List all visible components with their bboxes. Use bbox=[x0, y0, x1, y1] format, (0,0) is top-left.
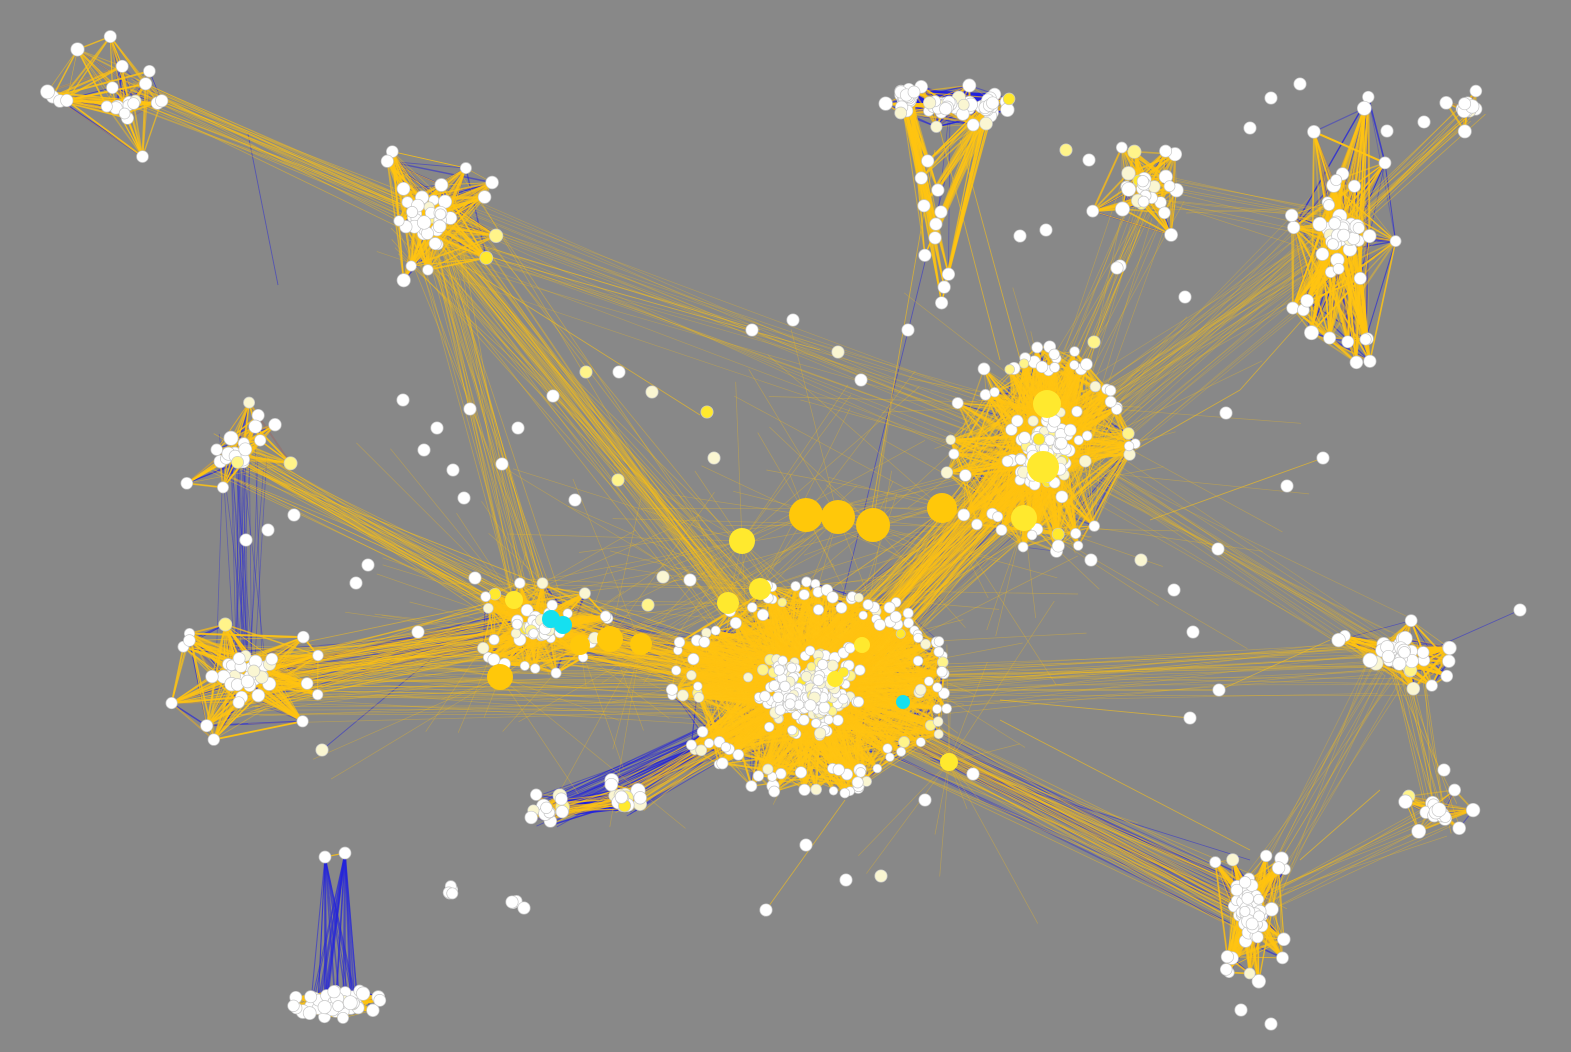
graph-edge bbox=[215, 457, 224, 675]
graph-edge bbox=[321, 659, 431, 751]
graph-edge bbox=[344, 852, 359, 1008]
graph-edge bbox=[247, 133, 279, 286]
graph-edge bbox=[342, 852, 346, 1012]
graph-edge bbox=[317, 852, 346, 1001]
graph-edge bbox=[344, 852, 353, 997]
graph-edge bbox=[310, 856, 326, 1007]
graph-edge bbox=[324, 856, 353, 997]
graph-edge bbox=[1214, 861, 1250, 880]
graph-edge bbox=[1384, 162, 1397, 242]
graph-edge bbox=[234, 454, 247, 670]
graph-edge bbox=[252, 455, 268, 690]
graph-edge bbox=[465, 167, 487, 259]
graph-edge bbox=[1215, 861, 1250, 879]
graph-edge bbox=[335, 852, 346, 1004]
graph-edge bbox=[230, 446, 247, 685]
graph-edge bbox=[234, 454, 255, 677]
graph-edge bbox=[230, 445, 241, 661]
graph-edge bbox=[1365, 240, 1397, 340]
graph-edge bbox=[324, 856, 328, 1007]
graph-edge bbox=[229, 442, 250, 657]
graph-edge bbox=[230, 439, 237, 672]
graph-edge bbox=[237, 452, 251, 658]
graph-edge bbox=[387, 160, 466, 169]
graph-edge bbox=[387, 160, 493, 184]
graph-edge bbox=[823, 699, 1235, 917]
graph-edge bbox=[820, 706, 1266, 912]
graph-edge bbox=[1313, 107, 1365, 133]
graph-edge bbox=[1293, 96, 1369, 228]
graph-edge bbox=[326, 852, 346, 1007]
graph-edge bbox=[243, 443, 247, 687]
graph-edge bbox=[241, 455, 268, 682]
graph-edge bbox=[186, 461, 238, 484]
graph-edge bbox=[242, 425, 248, 689]
graph-edge bbox=[822, 718, 1252, 935]
graph-edge bbox=[171, 702, 208, 727]
graph-edge bbox=[831, 699, 1263, 896]
graph-edge bbox=[238, 460, 244, 669]
graph-edge bbox=[250, 455, 259, 674]
graph-edge bbox=[929, 759, 1251, 861]
graph-edge bbox=[317, 856, 326, 1009]
graph-edge bbox=[310, 852, 346, 1007]
graph-edge bbox=[245, 455, 249, 683]
graph-edge bbox=[248, 447, 253, 697]
